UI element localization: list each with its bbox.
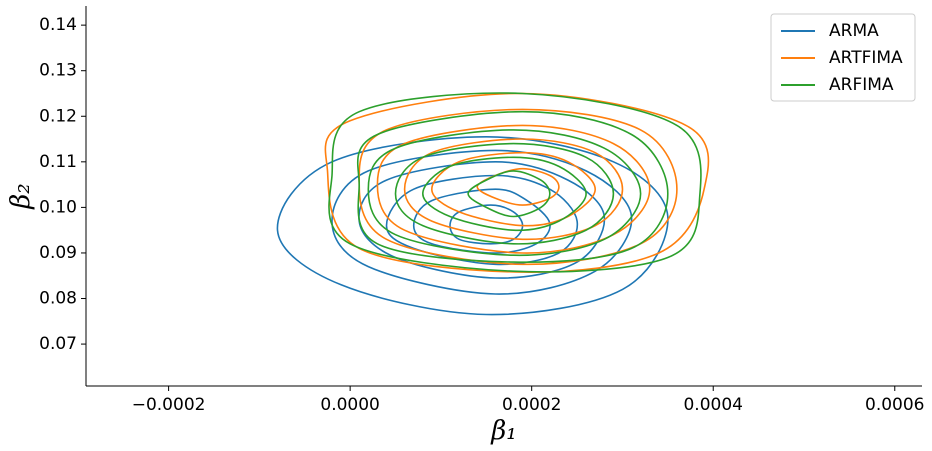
x-tick-label: 0.0004	[683, 395, 742, 415]
y-tick-label: 0.08	[39, 289, 77, 309]
x-tick-label: −0.0002	[132, 395, 206, 415]
contour-line	[394, 142, 615, 245]
contour-line	[403, 138, 624, 241]
y-tick-label: 0.12	[39, 106, 77, 126]
legend-label: ARFIMA	[829, 75, 894, 95]
contour-line	[412, 188, 551, 254]
x-axis-label: β₁	[490, 416, 516, 446]
contour-line	[385, 174, 579, 266]
y-tick-label: 0.13	[39, 61, 77, 81]
y-tick-label: 0.11	[39, 152, 77, 172]
x-tick-label: 0.0002	[502, 395, 561, 415]
contour-line	[357, 110, 669, 263]
x-tick-label: 0.0000	[320, 395, 379, 415]
contour-line	[449, 204, 524, 245]
legend-box	[770, 13, 916, 102]
y-tick-label: 0.14	[39, 15, 77, 35]
legend-label: ARTFIMA	[829, 48, 903, 68]
contour-line	[331, 149, 633, 295]
contour-line	[367, 129, 642, 257]
plot-area	[276, 92, 710, 316]
contour-line	[324, 92, 710, 273]
x-tick-label: 0.0006	[865, 395, 924, 415]
contour-line	[430, 151, 597, 227]
y-tick-label: 0.10	[39, 197, 77, 217]
contour-line	[467, 170, 551, 218]
y-tick-label: 0.07	[39, 334, 77, 354]
contour-line	[421, 156, 587, 232]
contour-line	[328, 92, 702, 273]
contour-line	[376, 124, 651, 254]
contour-line	[276, 135, 669, 316]
y-axis-label: β₂	[6, 183, 36, 209]
y-tick-label: 0.09	[39, 243, 77, 263]
contour-line	[476, 167, 560, 206]
legend-label: ARMA	[829, 21, 879, 41]
